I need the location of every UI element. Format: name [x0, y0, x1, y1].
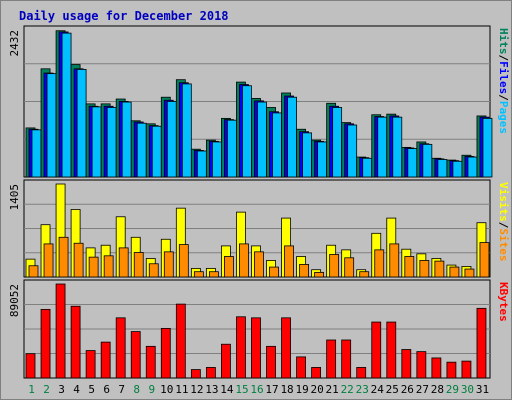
chart-frame [0, 0, 512, 400]
